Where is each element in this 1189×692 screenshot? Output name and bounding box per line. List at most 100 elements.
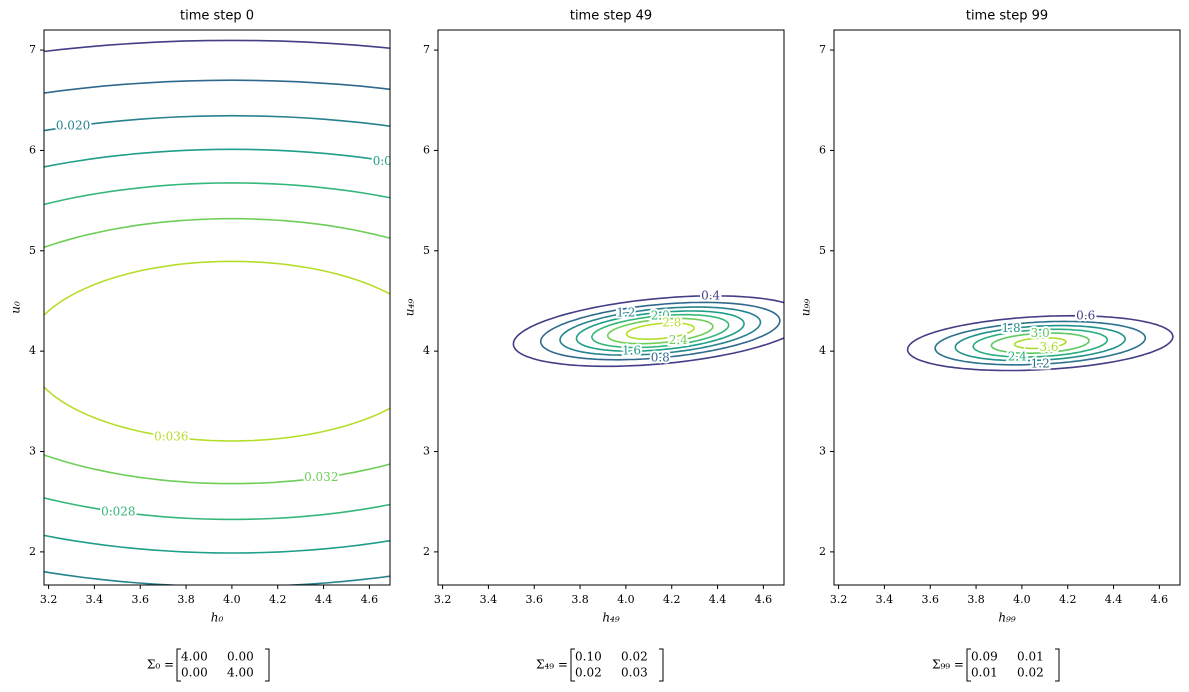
x-tick-label: 4.2 [269, 593, 287, 606]
y-axis-label: u₀ [9, 301, 23, 314]
y-axis-label: u₉₉ [799, 299, 813, 317]
x-tick-label: 3.6 [131, 593, 149, 606]
matrix-symbol: Σ₄₉ = [536, 658, 568, 672]
panel: time step 99 3.2 3.4 3.6 3.8 4.0 4.2 4.4 4.6 2 3 4 5… [799, 9, 1181, 682]
y-tick-label: 3 [423, 445, 430, 458]
x-tick-label: 4.0 [617, 593, 635, 606]
contour-line [591, 313, 730, 349]
x-tick-label: 4.6 [755, 593, 773, 606]
x-axis-label: h₉₉ [998, 611, 1016, 625]
x-axis-label: h₀ [211, 611, 224, 625]
matrix-entry: 0.01 [971, 666, 998, 680]
contour-line [1013, 337, 1067, 350]
y-tick-label: 6 [819, 143, 826, 156]
y-tick-label: 4 [423, 344, 430, 357]
contour-line [906, 314, 1174, 372]
bracket [176, 648, 181, 682]
bracket [265, 648, 270, 682]
matrix-entry: 0.02 [575, 666, 602, 680]
contour-label: 0.036 [154, 429, 188, 443]
matrix-entry: 0.03 [621, 666, 648, 680]
matrix-symbol: Σ₀ = [147, 658, 174, 672]
contour-label: 1.6 [622, 344, 641, 358]
contour-line [539, 301, 781, 361]
x-tick-label: 3.8 [967, 593, 985, 606]
matrix-entry: 4.00 [181, 650, 208, 664]
contour-label: 0.016 [427, 89, 461, 103]
matrix-entry: 0.02 [621, 650, 648, 664]
x-tick-label: 4.4 [315, 593, 333, 606]
contour-label: 0.020 [56, 119, 90, 133]
y-tick-label: 6 [423, 143, 430, 156]
x-tick-label: 3.4 [480, 593, 498, 606]
x-tick-label: 3.4 [86, 593, 104, 606]
contour-label: 1.2 [1031, 357, 1050, 371]
x-tick-label: 3.6 [921, 593, 939, 606]
contour-line [44, 148, 390, 554]
panel: time step 0 3.2 3.4 3.6 3.8 4.0 4.2 4.4 4.6 2 3 4 5 6… [9, 9, 461, 682]
bracket [1055, 648, 1060, 682]
y-tick-label: 5 [819, 244, 826, 257]
x-tick-label: 4.4 [1105, 593, 1123, 606]
contour-label: 0.032 [304, 470, 338, 484]
matrix-entry: 0.02 [1017, 666, 1044, 680]
matrix-entry: 0.00 [181, 666, 208, 680]
axes-frame [437, 29, 785, 586]
axes-frame [833, 29, 1181, 586]
contour-label: 2.4 [1008, 349, 1027, 363]
contour-label: 2.0 [651, 308, 670, 322]
x-tick-label: 4.6 [1151, 593, 1169, 606]
contour-line [559, 306, 762, 356]
y-tick-label: 3 [29, 445, 36, 458]
contour-label: 1.2 [616, 306, 635, 320]
contour-label: 0.024 [373, 154, 408, 168]
matrix-entry: 0.01 [1017, 650, 1044, 664]
x-tick-label: 3.6 [525, 593, 543, 606]
contour-labels: 0.6 1.2 1.8 2.4 3.03.6 [1000, 306, 1098, 372]
panel-title: time step 49 [570, 9, 652, 24]
contour-line [954, 324, 1126, 362]
y-tick-label: 6 [29, 143, 36, 156]
contour-label: 3.6 [1039, 340, 1058, 354]
contour-label: 3.0 [1031, 326, 1050, 340]
x-axis-label: h₄₉ [602, 611, 620, 625]
y-tick-label: 7 [423, 43, 430, 56]
contour-label: 1.8 [1002, 321, 1021, 335]
x-tick-label: 4.2 [1059, 593, 1077, 606]
contour-line [575, 310, 745, 352]
matrix-entry: 0.10 [575, 650, 602, 664]
contour-label: 0.028 [101, 504, 135, 518]
x-tick-label: 3.2 [40, 593, 58, 606]
x-tick-label: 4.0 [223, 593, 241, 606]
x-tick-label: 3.2 [434, 593, 452, 606]
contour-label: 0.8 [651, 350, 670, 364]
x-tick-label: 4.4 [709, 593, 727, 606]
contour-label: 0.4 [701, 288, 720, 302]
contour-label: 2.8 [662, 315, 681, 329]
panel-title: time step 0 [180, 9, 254, 24]
y-tick-label: 7 [29, 43, 36, 56]
matrix-entry: 4.00 [227, 666, 254, 680]
contour-line [44, 217, 390, 485]
x-tick-label: 3.4 [876, 593, 894, 606]
y-tick-label: 5 [423, 244, 430, 257]
y-tick-label: 2 [819, 545, 826, 558]
contours [44, 39, 390, 585]
y-tick-label: 7 [819, 43, 826, 56]
x-tick-label: 4.6 [361, 593, 379, 606]
contour-label: 2.4 [669, 333, 688, 347]
y-tick-label: 2 [423, 545, 430, 558]
matrix-entry: 0.00 [227, 650, 254, 664]
contour-line [625, 322, 695, 340]
x-tick-label: 3.8 [571, 593, 589, 606]
contour-label: 0.6 [1076, 308, 1095, 322]
bracket [966, 648, 971, 682]
x-tick-label: 4.2 [663, 593, 681, 606]
contour-line [990, 332, 1090, 354]
contours [512, 294, 784, 368]
y-tick-label: 3 [819, 445, 826, 458]
y-tick-label: 5 [29, 244, 36, 257]
bracket [570, 648, 575, 682]
contour-line [44, 39, 390, 53]
